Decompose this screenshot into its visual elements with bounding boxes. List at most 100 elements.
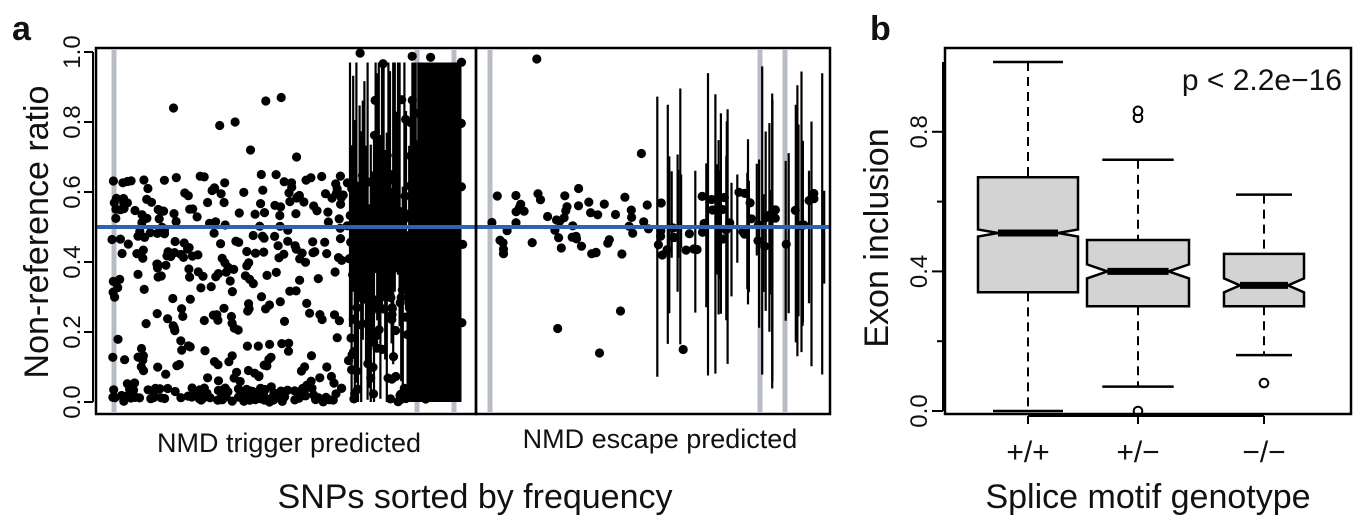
panel-b-y-axis: 0.0 0.4 0.8 (906, 62, 944, 428)
data-point (138, 366, 149, 376)
data-point (108, 176, 118, 186)
data-point (543, 211, 553, 222)
data-point (323, 207, 333, 217)
data-point (306, 351, 317, 361)
panel-a-right-frame (474, 46, 832, 416)
data-point (407, 95, 417, 105)
data-point (253, 341, 263, 351)
data-point (291, 286, 301, 296)
data-point (391, 371, 401, 382)
data-point (141, 319, 151, 329)
data-point (519, 206, 529, 216)
data-point (495, 235, 505, 245)
data-point (213, 376, 224, 386)
data-point (657, 250, 667, 260)
data-point (345, 210, 355, 221)
data-point (159, 175, 169, 185)
data-point (163, 247, 173, 257)
data-point (152, 259, 163, 269)
data-point (309, 201, 319, 211)
data-point (358, 294, 368, 304)
data-point (187, 383, 197, 393)
data-point (163, 314, 173, 324)
data-point (219, 197, 229, 208)
data-point (277, 339, 287, 349)
data-point (220, 178, 230, 188)
category-label: +/+ (1006, 436, 1049, 469)
data-point (274, 253, 284, 263)
data-point (734, 187, 744, 197)
data-point (219, 303, 229, 313)
data-point (199, 390, 209, 400)
data-point (286, 178, 297, 188)
data-point (177, 304, 187, 314)
data-point (256, 199, 266, 209)
data-point (259, 247, 269, 257)
data-point (559, 213, 569, 223)
data-point (234, 208, 244, 218)
data-point (248, 230, 258, 241)
data-point (148, 393, 159, 403)
panel-b-x-axis-title: Splice motif genotype (985, 478, 1310, 516)
data-point (332, 184, 342, 194)
data-point (271, 170, 281, 180)
data-point (133, 269, 143, 279)
data-point (109, 385, 119, 395)
data-point (270, 231, 280, 241)
data-point (117, 390, 127, 401)
data-point (322, 362, 332, 372)
data-point (296, 366, 306, 376)
data-point (263, 395, 273, 405)
panel-b-x-axis: +/+ +/− −/− (1006, 415, 1286, 469)
data-point (153, 272, 163, 282)
data-point (163, 383, 173, 394)
data-point (248, 279, 258, 289)
data-point (336, 199, 346, 209)
data-point (169, 209, 179, 219)
panel-b-y-tick-label: 0.0 (906, 394, 933, 427)
panel-a-y-tick-label: 0.4 (59, 245, 86, 278)
data-point (227, 287, 237, 297)
data-point (259, 360, 269, 370)
data-point (172, 361, 182, 371)
data-point (183, 244, 193, 254)
data-point (250, 209, 260, 219)
data-point (382, 150, 392, 160)
data-point (221, 267, 231, 277)
data-point (118, 193, 129, 204)
data-point (285, 197, 295, 207)
data-point (250, 395, 260, 405)
outlier-point (1132, 105, 1144, 117)
data-point (258, 185, 268, 195)
data-point (212, 310, 222, 320)
data-point (293, 192, 303, 202)
data-point (259, 208, 270, 218)
data-point (209, 228, 219, 238)
data-point (370, 95, 380, 105)
data-point (146, 197, 157, 207)
data-point (262, 270, 272, 280)
data-point (284, 338, 294, 348)
data-point (610, 209, 621, 220)
data-point (177, 345, 187, 355)
data-point (113, 283, 123, 293)
data-point (584, 197, 594, 207)
data-point (183, 191, 193, 201)
data-point (615, 306, 626, 316)
data-point (593, 210, 603, 220)
data-point (217, 253, 227, 263)
data-point (227, 396, 237, 406)
data-point (220, 383, 230, 393)
data-point (642, 200, 652, 210)
data-point (229, 373, 239, 383)
panel-b-frame (943, 46, 1353, 416)
data-point (168, 103, 179, 113)
data-point (603, 238, 613, 248)
data-point (330, 267, 340, 277)
data-point (277, 396, 287, 406)
data-point (199, 172, 209, 182)
data-point (210, 184, 220, 194)
data-point (397, 95, 407, 105)
data-point (678, 344, 688, 355)
data-point (170, 236, 180, 247)
